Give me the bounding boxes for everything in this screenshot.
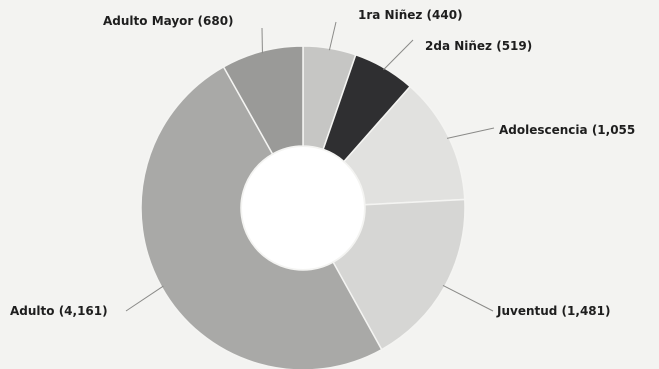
donut-hole xyxy=(242,147,364,269)
slices-group xyxy=(140,45,466,369)
leader-lines-group xyxy=(125,21,495,312)
label-1ra-ninez: 1ra Niñez (440) xyxy=(358,8,463,22)
label-adulto: Adulto (4,161) xyxy=(10,304,108,318)
label-adolescencia: Adolescencia (1,055 xyxy=(499,123,635,137)
leader-juventud xyxy=(442,285,494,312)
label-juventud: Juventud (1,481) xyxy=(496,304,610,318)
leader-adulto xyxy=(125,285,164,312)
leader-1ra-ninez xyxy=(328,21,337,51)
slice-adulto xyxy=(140,65,383,369)
leader-2da-ninez xyxy=(383,39,414,71)
leader-adolescencia xyxy=(446,127,495,139)
label-adulto-mayor: Adulto Mayor (680) xyxy=(103,14,234,28)
slice-juventud xyxy=(332,198,466,351)
label-2da-ninez: 2da Niñez (519) xyxy=(425,39,532,53)
labels-group: 1ra Niñez (440) 2da Niñez (519) Adolesce… xyxy=(10,8,635,318)
slice-adolescencia xyxy=(342,85,466,206)
slice-adulto-mayor xyxy=(222,45,304,155)
